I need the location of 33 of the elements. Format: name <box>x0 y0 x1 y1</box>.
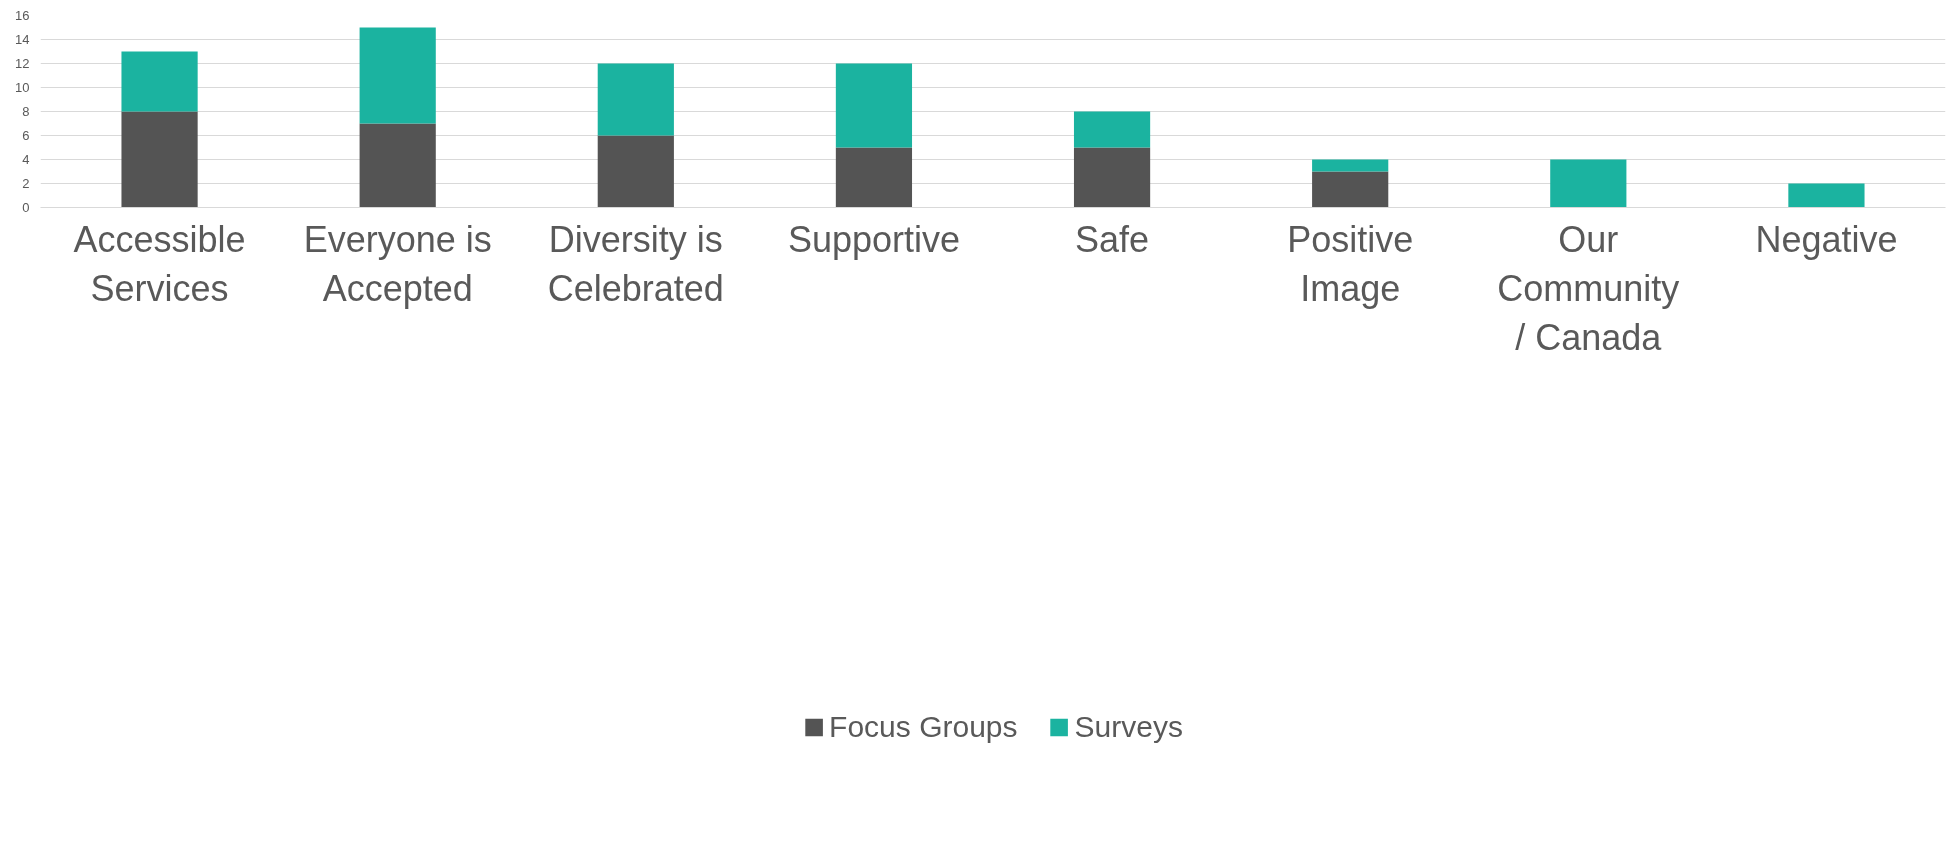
x-tick-label: Positive Image <box>1287 218 1414 309</box>
x-tick-label: Accessible Services <box>73 218 246 309</box>
bar <box>1312 159 1389 172</box>
y-tick-label: 10 <box>15 80 30 95</box>
x-tick-label: Supportive <box>787 218 960 260</box>
bar <box>1312 171 1389 208</box>
legend-label: Focus Groups <box>829 709 1018 744</box>
bar <box>1788 183 1865 208</box>
x-tick-label: Diversity is Celebrated <box>547 218 724 309</box>
y-tick-label: 6 <box>22 128 30 143</box>
bar <box>359 27 436 124</box>
y-tick-label: 4 <box>22 152 30 167</box>
x-tick-label: Our Community / Canada <box>1497 218 1680 358</box>
y-tick-label: 0 <box>22 200 30 215</box>
x-tick-label: Everyone is Accepted <box>303 218 492 309</box>
x-tick-label: Negative <box>1755 218 1898 260</box>
bar <box>597 63 674 136</box>
bar <box>597 135 674 208</box>
y-tick-label: 12 <box>15 56 30 71</box>
bar <box>1073 147 1151 208</box>
bar <box>835 147 913 208</box>
bar <box>121 51 198 112</box>
y-tick-label: 8 <box>22 104 30 119</box>
x-tick-label: Safe <box>1075 218 1150 260</box>
bar <box>835 63 913 148</box>
y-tick-label: 2 <box>22 176 30 191</box>
y-tick-label: 16 <box>15 8 30 23</box>
bar <box>1550 159 1627 208</box>
y-tick-label: 14 <box>15 32 30 47</box>
bar <box>359 123 436 208</box>
bar <box>121 111 198 208</box>
bar <box>1073 111 1151 148</box>
legend-label: Surveys <box>1074 709 1183 744</box>
